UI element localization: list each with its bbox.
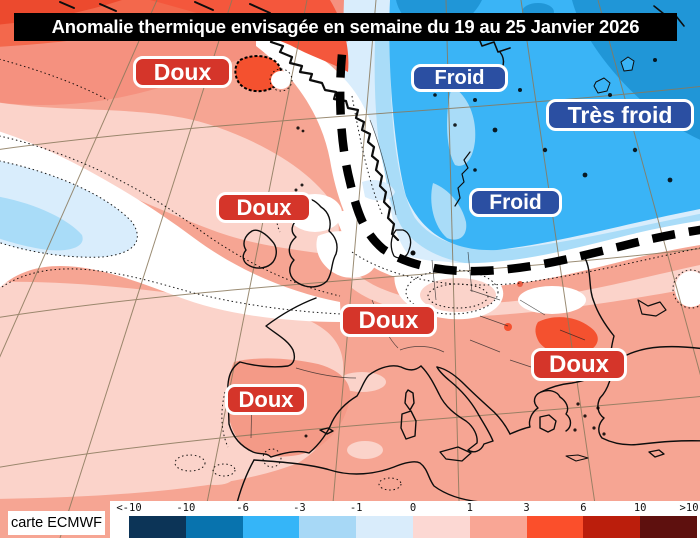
- map-title: Anomalie thermique envisagée en semaine …: [14, 13, 677, 41]
- anomaly-label-doux: Doux: [225, 384, 307, 415]
- legend-tick: -10: [176, 502, 196, 514]
- legend-tick: -6: [236, 502, 249, 514]
- legend-color-swatch: [640, 516, 697, 538]
- map-source-label: carte ECMWF: [8, 511, 105, 535]
- legend-tick: -1: [349, 502, 363, 514]
- legend-tick: -3: [293, 502, 306, 514]
- thermal-front-dashed-line: [335, 17, 700, 276]
- legend-color-swatch: [469, 516, 527, 538]
- legend-color-swatch: [356, 516, 413, 538]
- legend-color-swatch: [412, 516, 470, 538]
- small-islands-and-lakes-specks: [294, 36, 692, 438]
- legend-color-swatch: [129, 516, 186, 538]
- legend-tick: 1: [466, 502, 473, 514]
- color-scale-legend: <-10 -10 -6 -3 -1 0 1 3 6 10 >10: [110, 501, 700, 538]
- legend-color-swatch: [299, 516, 357, 538]
- legend-color-swatch: [242, 516, 300, 538]
- anomaly-label-doux: Doux: [531, 348, 627, 381]
- legend-color-swatch: [185, 516, 243, 538]
- legend-tick: 10: [633, 502, 647, 514]
- anomaly-label-doux: Doux: [216, 192, 312, 223]
- anomaly-label-doux: Doux: [133, 56, 232, 88]
- legend-color-bar: [129, 516, 697, 538]
- legend-tick: 0: [409, 502, 417, 514]
- anomaly-label-froid: Froid: [411, 64, 508, 92]
- anomaly-label-froid: Froid: [469, 188, 562, 217]
- legend-tick: 6: [580, 502, 587, 514]
- legend-tick: >10: [679, 502, 699, 514]
- legend-color-swatch: [583, 516, 641, 538]
- anomaly-label-froid: Très froid: [546, 99, 694, 131]
- legend-color-swatch: [526, 516, 584, 538]
- anomaly-label-doux: Doux: [340, 304, 437, 337]
- legend-tick: <-10: [116, 502, 142, 514]
- legend-tick: 3: [523, 502, 530, 514]
